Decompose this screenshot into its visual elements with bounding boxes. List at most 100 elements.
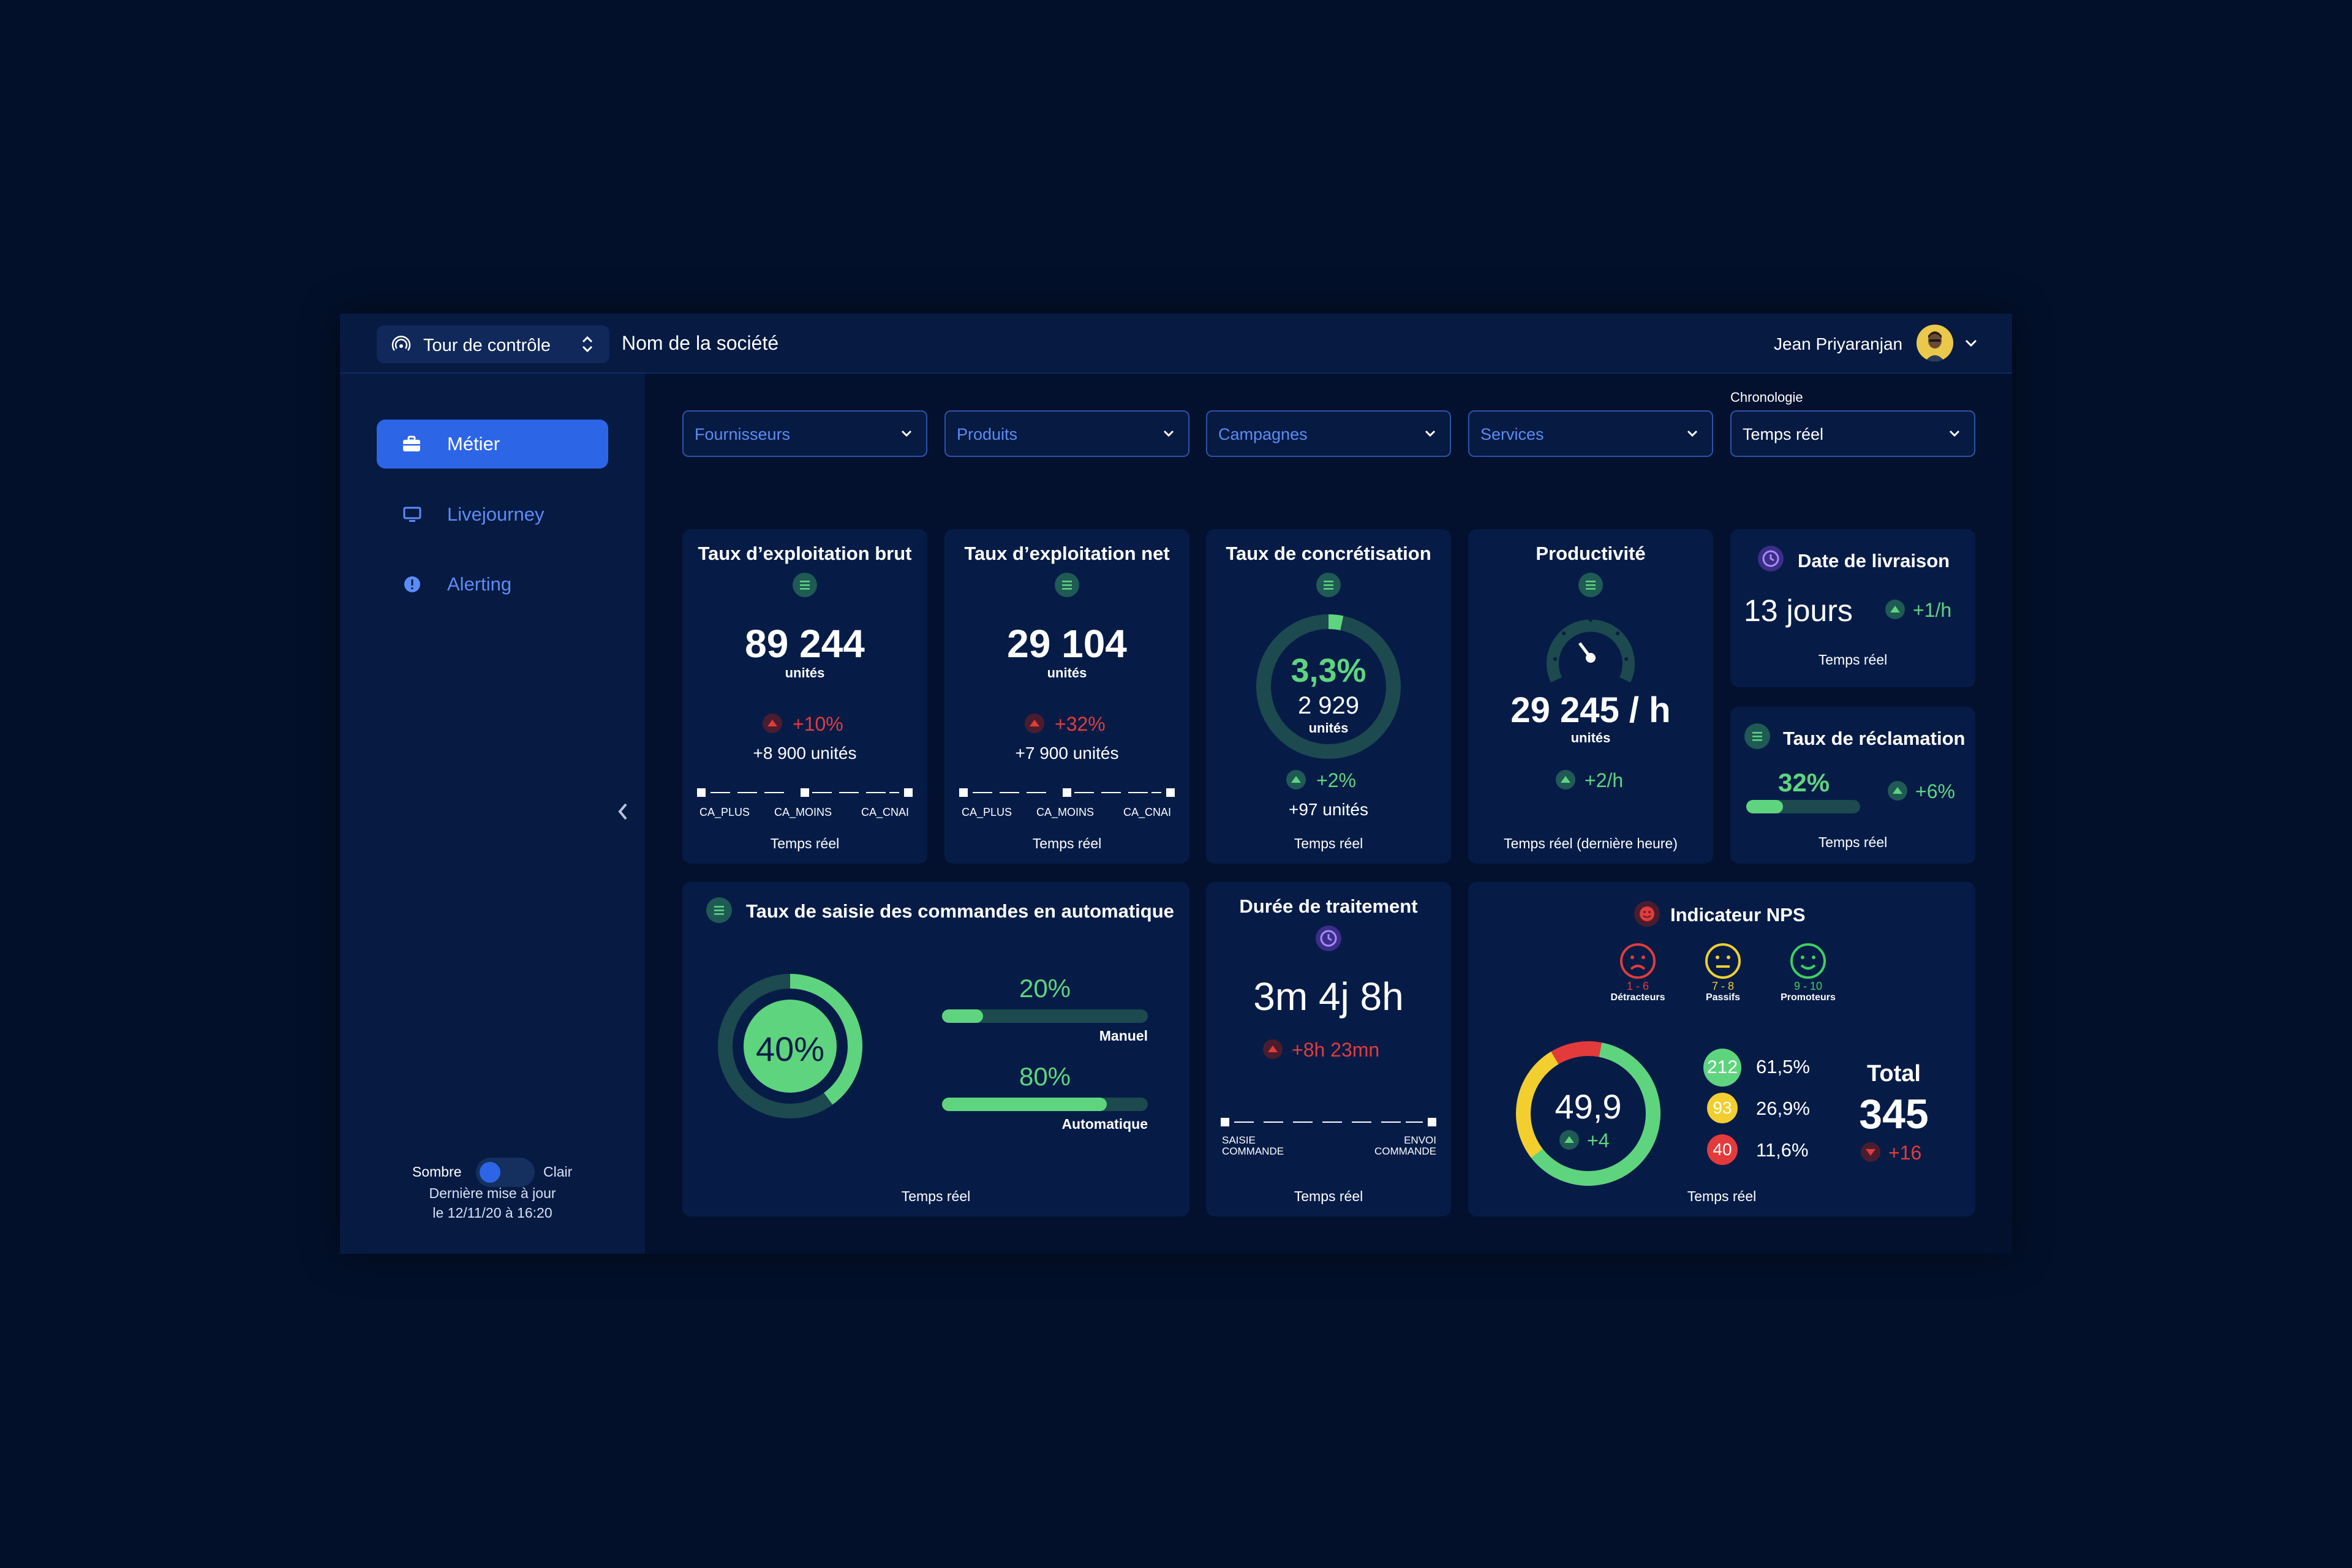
card-title: Productivité [1536,543,1646,564]
metric-delta: +8h 23mn [1292,1039,1380,1061]
up-down-chevron-icon [582,336,593,353]
card-footer: Temps réel [770,835,840,851]
manuel-label: Manuel [1099,1028,1148,1044]
metric-value: 3m 4j 8h [1253,974,1404,1019]
metric-value: 29 104 [1007,622,1127,666]
company-name: Nom de la société [622,332,779,354]
clock-icon [1316,925,1341,951]
user-menu-chevron-icon[interactable] [1963,336,1979,350]
neutral-face-icon [1705,943,1741,979]
card-productivite[interactable]: Productivité 29 245 / h unités +2/h Temp… [1468,529,1713,864]
last-update-line2: le 12/11/20 à 16:20 [432,1205,552,1221]
tower-icon [391,336,411,351]
filter-label: Campagnes [1218,425,1308,443]
nps-gauge [1516,1041,1660,1186]
step-label: CA_PLUS [699,806,750,818]
trend-down-icon [1861,1142,1880,1162]
nps-category-label: Détracteurs [1610,992,1665,1003]
list-icon [1578,573,1603,597]
saisie-donut [718,974,862,1118]
filter-label: Temps réel [1743,425,1824,443]
briefcase-icon [403,435,420,451]
metric-delta: +6% [1915,780,1955,802]
filter-fournisseurs[interactable]: Fournisseurs [682,410,927,457]
timeline-end-label: ENVOI [1404,1134,1436,1146]
ring-fill [1256,614,1401,759]
avatar[interactable] [1917,325,1953,361]
card-title: Taux d’exploitation net [964,543,1170,564]
card-taux-exploitation-net[interactable]: Taux d’exploitation net 29 104 unités +3… [944,529,1189,864]
metric-value: 89 244 [745,622,865,666]
card-taux-exploitation-brut[interactable]: Taux d’exploitation brut 89 244 unités +… [682,529,927,864]
metric-delta: +2% [1316,769,1356,791]
nps-count-badge: 212 [1703,1049,1741,1087]
top-bar: Tour de contrôle Nom de la société Jean … [340,314,2012,374]
card-title: Taux d’exploitation brut [698,543,912,564]
sidebar-item-metier[interactable]: Métier [377,420,608,469]
metric-units: unités [1308,720,1349,736]
filter-label: Services [1480,425,1544,443]
card-date-livraison[interactable]: Date de livraison 13 jours +1/h Temps ré… [1730,529,1975,687]
filter-label: Fournisseurs [695,425,791,443]
chronologie-label: Chronologie [1730,390,1803,405]
card-taux-concretisation[interactable]: Taux de concrétisation 3,3% 2 929 unités… [1206,529,1451,864]
filter-chronologie[interactable]: Temps réel [1730,410,1975,457]
reclamation-bar [1746,800,1860,813]
sidebar-item-label: Livejourney [447,503,545,525]
nps-count-badge: 40 [1707,1134,1738,1165]
card-title: Durée de traitement [1239,895,1418,917]
card-taux-saisie[interactable]: Taux de saisie des commandes en automati… [682,882,1189,1216]
last-update-line1: Dernière mise à jour [429,1185,556,1201]
clock-icon [1758,546,1784,571]
list-icon [1744,723,1770,749]
speedometer-icon [1547,618,1635,683]
filter-campagnes[interactable]: Campagnes [1206,410,1451,457]
card-footer: Temps réel (dernière heure) [1504,835,1678,851]
card-footer: Temps réel [1294,1188,1363,1204]
chevron-down-icon [1163,430,1174,437]
trend-up-icon [1025,714,1044,733]
timeline-progress [1221,1118,1436,1126]
step-label: CA_MOINS [774,806,832,818]
nps-row-percent: 11,6% [1756,1139,1809,1161]
concretisation-ring [1256,614,1401,759]
card-taux-reclamation[interactable]: Taux de réclamation 32% +6% Temps réel [1730,707,1975,864]
nps-category-label: Promoteurs [1781,992,1836,1003]
nps-range: 7 - 8 [1711,980,1735,992]
switcher-label: Tour de contrôle [423,336,551,355]
metric-value: 2 929 [1297,692,1360,719]
timeline-start-label: SAISIE [1222,1134,1256,1146]
user-name[interactable]: Jean Priyaranjan [1774,334,1903,353]
card-footer: Temps réel [1032,835,1102,851]
card-indicateur-nps[interactable]: Indicateur NPS 1 - 6 Détracteurs 7 - 8 P… [1468,882,1975,1216]
app-window: Tour de contrôle Nom de la société Jean … [340,314,2012,1254]
list-icon [1055,573,1079,597]
reclamation-bar-fill [1746,800,1783,813]
ring-percent: 3,3% [1291,652,1366,689]
trend-up-icon [1556,770,1575,790]
trend-up-icon [1888,781,1907,801]
metric-units: unités [1047,665,1087,680]
filter-produits[interactable]: Produits [944,410,1189,457]
step-marker [904,788,913,797]
list-icon [1316,573,1341,597]
metric-delta: +2/h [1585,769,1624,791]
step-label: CA_MOINS [1036,806,1095,818]
theme-toggle[interactable] [476,1158,535,1187]
step-label: CA_PLUS [962,806,1012,818]
step-marker [1166,788,1175,797]
card-duree-traitement[interactable]: Durée de traitement 3m 4j 8h +8h 23mn SA… [1206,882,1451,1216]
control-tower-switcher[interactable]: Tour de contrôle [377,325,609,363]
step-progress [959,788,1175,797]
metric-percent: 32% [1778,768,1830,797]
collapse-sidebar-chevron-icon[interactable] [612,799,633,824]
timeline-start-label: COMMANDE [1222,1145,1284,1157]
list-icon [793,573,817,597]
sidebar-item-alerting[interactable]: Alerting [377,560,608,609]
nps-range: 1 - 6 [1626,980,1649,992]
sad-face-icon [1620,943,1656,979]
step-marker [959,788,968,797]
auto-bar-fill [942,1098,1107,1111]
filter-services[interactable]: Services [1468,410,1713,457]
sidebar-item-livejourney[interactable]: Livejourney [377,490,608,539]
